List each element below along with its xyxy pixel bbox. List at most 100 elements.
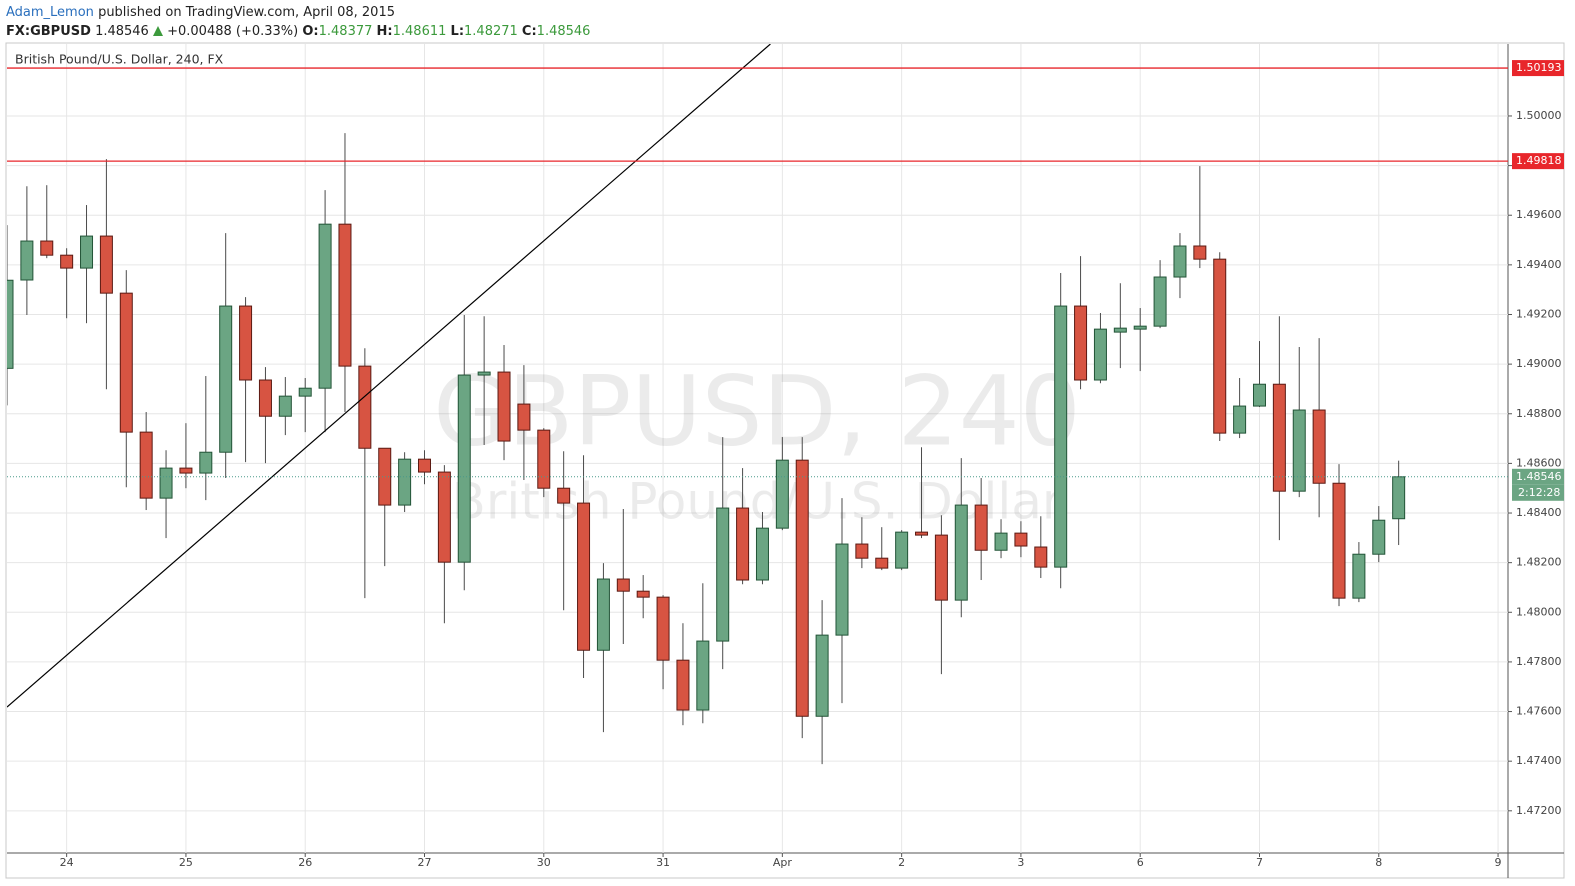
level-label: 1.50193 (1516, 61, 1562, 74)
candle-body (1272, 383, 1286, 492)
candle-body (855, 543, 869, 559)
candle-body (517, 403, 531, 431)
candle-body (696, 640, 710, 711)
candle-body (298, 387, 312, 397)
candle-body (20, 240, 34, 281)
candle-body (477, 371, 491, 376)
candle-body (1093, 328, 1107, 381)
symbol: FX:GBPUSD (6, 24, 91, 39)
candle-body (278, 395, 292, 417)
candle-body (258, 379, 272, 417)
x-tick-label: Apr (773, 856, 793, 869)
candle-body (119, 292, 133, 433)
candle-body (1292, 409, 1306, 492)
candle-body (318, 223, 332, 389)
candle-body (1074, 305, 1088, 381)
ohlc-value: 1.48611 (392, 24, 447, 39)
candle-body (1312, 409, 1326, 484)
candle-body (795, 459, 809, 717)
candle-body (219, 305, 233, 453)
candle-body (656, 596, 670, 661)
candle-body (40, 240, 54, 256)
y-tick-label: 1.48800 (1516, 407, 1562, 420)
candle-body (596, 578, 610, 651)
ohlc-label: L: (450, 24, 465, 39)
y-tick-label: 1.49000 (1516, 357, 1562, 370)
candle-body (994, 532, 1008, 551)
x-tick-label: 31 (656, 856, 670, 869)
candle-body (159, 467, 173, 499)
y-tick-label: 1.47800 (1516, 655, 1562, 668)
candle-body (1352, 553, 1366, 599)
y-tick-label: 1.49200 (1516, 307, 1562, 320)
candle-body (179, 467, 193, 474)
header-line: Adam_Lemon published on TradingView.com,… (6, 3, 590, 22)
candle-body (974, 504, 988, 551)
y-tick-label: 1.47600 (1516, 705, 1562, 718)
x-tick-label: 7 (1256, 856, 1263, 869)
candle-body (60, 254, 74, 269)
level-label: 1.49818 (1516, 154, 1562, 167)
candle-body (1173, 245, 1187, 278)
last-price-label: 1.48546 (1516, 470, 1562, 483)
ohlc-label: H: (376, 24, 393, 39)
published: published on TradingView.com, April 08, … (98, 5, 395, 20)
header-line: FX:GBPUSD 1.48546 +0.00488 (+0.33%) O:1.… (6, 22, 590, 41)
author[interactable]: Adam_Lemon (6, 5, 94, 20)
candle-body (835, 543, 849, 636)
candle-body (1153, 276, 1167, 327)
candle-body (1233, 405, 1247, 434)
candle-body (1392, 476, 1406, 520)
candle-body (616, 578, 630, 592)
candle-body (7, 279, 14, 369)
up-arrow (152, 26, 163, 36)
ohlc-value: 1.48377 (318, 24, 373, 39)
y-tick-label: 1.49600 (1516, 208, 1562, 221)
x-tick-label: 3 (1017, 856, 1024, 869)
header: Adam_Lemon published on TradingView.com,… (6, 3, 590, 41)
x-tick-label: 9 (1495, 856, 1502, 869)
candle-body (755, 527, 769, 581)
candle-body (954, 504, 968, 601)
y-tick-label: 1.48000 (1516, 605, 1562, 618)
change: +0.00488 (+0.33%) (167, 24, 299, 39)
candle-body (1193, 245, 1207, 260)
candle-body (497, 371, 511, 442)
x-tick-label: 2 (898, 856, 905, 869)
candle-body (577, 502, 591, 651)
trendline (7, 44, 771, 708)
candle-body (875, 557, 889, 569)
candle-body (736, 507, 750, 581)
ohlc-label: O: (302, 24, 319, 39)
candle-body (895, 531, 909, 569)
chart-frame (5, 42, 1565, 879)
chart-title: British Pound/U.S. Dollar, 240, FX (15, 52, 224, 67)
countdown-box (1512, 484, 1564, 501)
candle-body (457, 374, 471, 563)
candle-body (1213, 258, 1227, 434)
level-label-box (1512, 153, 1564, 170)
x-tick-label: 8 (1375, 856, 1382, 869)
candle-body (636, 590, 650, 598)
ohlc-value: 1.48546 (536, 24, 591, 39)
candle-body (338, 223, 352, 367)
candle-body (239, 305, 253, 381)
candle-body (915, 531, 929, 536)
candle-body (676, 659, 690, 711)
candle-body (537, 429, 551, 489)
candle-body (398, 458, 412, 506)
candle-body (437, 471, 451, 563)
candle-body (199, 451, 213, 474)
ohlc-value: 1.48271 (464, 24, 518, 39)
y-tick-label: 1.47400 (1516, 754, 1562, 767)
candle-body (934, 534, 948, 601)
candle-body (139, 431, 153, 499)
candle-body (1034, 546, 1048, 568)
candle-body (1252, 383, 1266, 407)
y-tick-label: 1.50000 (1516, 109, 1562, 122)
candle-body (815, 634, 829, 717)
y-tick-label: 1.49400 (1516, 258, 1562, 271)
candle-body (1332, 482, 1346, 599)
